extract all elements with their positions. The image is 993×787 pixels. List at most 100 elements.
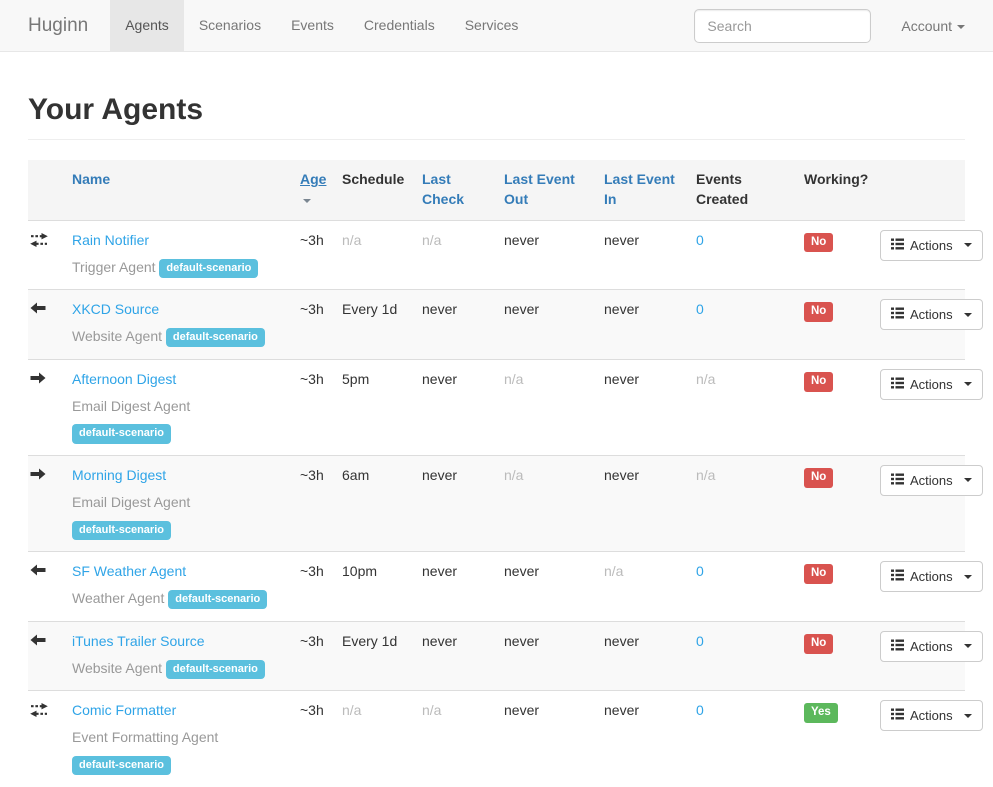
last-check-cell: n/a [414,219,496,290]
actions-label: Actions [910,638,953,654]
column-actions [872,160,965,220]
list-icon [891,377,904,392]
table-row: Rain Notifier Trigger Agent default-scen… [28,219,983,290]
list-icon [891,708,904,723]
events-created-link[interactable]: 0 [688,690,796,787]
actions-label: Actions [910,472,953,488]
actions-button[interactable]: Actions [880,630,983,662]
last-event-in-cell: never [596,690,688,787]
last-event-out-cell: n/a [496,358,596,456]
actions-button[interactable]: Actions [880,299,983,331]
agent-type-label: Email Digest Agent [72,493,191,510]
events-created-link[interactable]: 0 [688,289,796,360]
events-created-link[interactable]: 0 [688,620,796,691]
age-cell: ~3h [292,690,334,787]
last-event-out-cell: never [496,289,596,360]
last-event-in-cell: never [596,289,688,360]
agent-name-link[interactable]: Rain Notifier [72,231,150,248]
column-last-event-out[interactable]: Last Event Out [504,171,575,208]
column-schedule: Schedule [342,171,405,187]
nav-item-events[interactable]: Events [291,17,334,33]
scenario-badge[interactable]: default-scenario [72,755,171,776]
actions-button[interactable]: Actions [880,561,983,593]
actions-button[interactable]: Actions [880,700,983,732]
last-check-cell: never [414,551,496,622]
agent-name-link[interactable]: SF Weather Agent [72,563,187,580]
chevron-down-icon [957,24,965,29]
working-badge: No [804,564,834,584]
column-name[interactable]: Name [72,171,111,187]
account-label: Account [901,17,952,34]
main-nav: Agents Scenarios Events Credentials Services [110,0,533,51]
scenario-badge[interactable]: default-scenario [72,424,171,444]
arrow-left-icon [30,634,56,646]
age-cell: ~3h [292,219,334,290]
scenario-badge[interactable]: default-scenario [165,659,265,679]
nav-item-agents[interactable]: Agents [110,0,184,51]
scenario-badge[interactable]: default-scenario [159,258,259,278]
schedule-cell: 5pm [334,358,414,456]
column-age[interactable]: Age [292,160,334,220]
agent-name-link[interactable]: XKCD Source [72,301,160,318]
last-check-cell: never [414,289,496,360]
arrow-left-icon [30,564,56,576]
list-icon [891,569,904,584]
scenario-badge[interactable]: default-scenario [165,328,265,348]
actions-button[interactable]: Actions [880,229,983,261]
account-menu[interactable]: Account [901,18,965,34]
chevron-down-icon [963,478,972,483]
last-check-cell: never [414,620,496,691]
table-row: iTunes Trailer Source Website Agent defa… [28,620,983,691]
events-created-cell: n/a [688,358,796,456]
schedule-cell: Every 1d [334,289,414,360]
column-last-check[interactable]: Last Check [422,171,465,208]
age-cell: ~3h [292,454,334,552]
last-event-in-cell: never [596,358,688,456]
actions-button[interactable]: Actions [880,368,983,400]
agent-name-link[interactable]: Afternoon Digest [72,370,177,387]
sort-desc-icon [303,198,311,203]
chevron-down-icon [963,243,972,248]
schedule-cell: Every 1d [334,620,414,691]
agent-type-label: Weather Agent [72,590,165,607]
schedule-cell: 10pm [334,551,414,622]
last-event-out-cell: never [496,219,596,290]
table-row: Afternoon Digest Email Digest Agent defa… [28,358,983,456]
agents-table: Name Age Schedule Last Check Last Event … [28,160,983,787]
page-title: Your Agents [28,93,204,126]
chevron-down-icon [963,382,972,387]
list-icon [891,473,904,488]
scenario-badge[interactable]: default-scenario [72,520,171,540]
events-created-link[interactable]: 0 [688,551,796,622]
actions-label: Actions [910,307,953,323]
scenario-badge[interactable]: default-scenario [168,590,268,610]
agent-name-link[interactable]: Morning Digest [72,466,167,483]
nav-item-credentials[interactable]: Credentials [363,17,435,33]
list-icon [891,238,904,253]
nav-item-scenarios[interactable]: Scenarios [198,17,262,33]
table-header-row: Name Age Schedule Last Check Last Event … [28,160,965,221]
table-row: Comic Formatter Event Formatting Agent d… [28,690,983,787]
last-check-cell: never [414,358,496,456]
arrow-left-icon [30,302,56,314]
working-badge: Yes [804,703,838,724]
agent-type-label: Website Agent [72,659,163,676]
agent-name-link[interactable]: iTunes Trailer Source [72,632,205,649]
age-cell: ~3h [292,620,334,691]
nav-item-services[interactable]: Services [464,17,519,33]
column-last-event-in[interactable]: Last Event In [604,171,675,208]
agent-name-link[interactable]: Comic Formatter [72,702,177,719]
age-cell: ~3h [292,358,334,456]
list-icon [891,639,904,654]
brand-huginn[interactable]: Huginn [28,15,89,36]
working-badge: No [804,302,834,322]
events-created-link[interactable]: 0 [688,219,796,290]
main-content: Your Agents Name Age Schedule Last Check… [0,93,993,787]
actions-button[interactable]: Actions [880,464,983,496]
last-event-in-cell: never [596,219,688,290]
chevron-down-icon [963,574,972,579]
last-event-in-cell: never [596,620,688,691]
search-input[interactable] [694,8,872,43]
last-event-out-cell: n/a [496,454,596,552]
table-row: XKCD Source Website Agent default-scenar… [28,289,983,360]
